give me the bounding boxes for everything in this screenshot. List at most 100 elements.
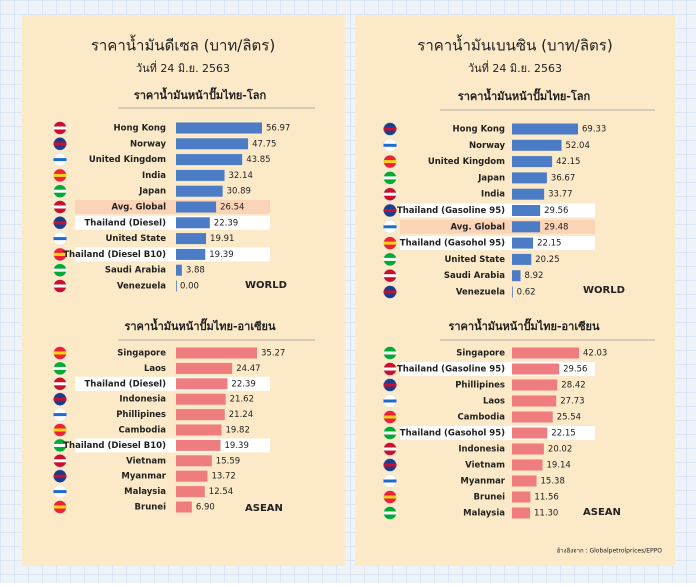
flag-band (53, 237, 67, 241)
category-label: Japan (138, 187, 166, 197)
value-label: 26.54 (220, 203, 244, 213)
category-label: Brunei (135, 503, 167, 513)
flag-band (383, 209, 397, 212)
category-label: Myanmar (460, 477, 505, 487)
row-highlight (75, 200, 270, 214)
value-label: 0.00 (180, 282, 199, 292)
bar (512, 411, 553, 423)
value-label: 32.14 (229, 171, 253, 181)
bar (176, 470, 208, 482)
bar (176, 122, 262, 134)
value-label: 20.02 (548, 445, 572, 455)
bar (176, 501, 192, 513)
value-label: 15.59 (216, 456, 240, 466)
category-label: Cambodia (458, 413, 506, 423)
category-label: Vietnam (465, 461, 505, 471)
bar (176, 169, 225, 181)
flag-band (53, 284, 67, 288)
flag-band (383, 143, 397, 147)
flag-band (383, 127, 397, 131)
bar (512, 270, 521, 282)
category-label: Thailand (Diesel B10) (63, 441, 166, 451)
bar (512, 237, 534, 249)
bar (512, 491, 531, 503)
flag-band (53, 268, 67, 272)
chart-title: ราคาน้ำมันหน้าปั๊มไทย-อาเซียน (124, 318, 276, 333)
category-label: Hong Kong (114, 124, 166, 134)
value-label: 11.56 (534, 493, 558, 503)
bar (512, 172, 547, 184)
category-label: India (142, 171, 166, 181)
flag-band (53, 142, 67, 146)
flag-band (383, 463, 397, 467)
category-label: Hong Kong (453, 125, 505, 135)
value-label: 12.54 (209, 487, 233, 497)
region-tag: ASEAN (583, 507, 621, 518)
bar (176, 248, 206, 260)
value-label: 25.54 (557, 413, 581, 423)
flag-band (383, 495, 397, 499)
chart-title: ราคาน้ำมันหน้าปั๊มไทย-โลก (134, 87, 267, 102)
flag-band (383, 241, 397, 245)
bar (512, 123, 578, 135)
flag-band (383, 431, 397, 435)
category-label: Singapore (456, 349, 505, 359)
chart-title: ราคาน้ำมันหน้าปั๊มไทย-อาเซียน (448, 318, 600, 333)
flag-band (53, 474, 67, 478)
bar (512, 443, 544, 455)
category-label: Indonesia (458, 445, 505, 455)
category-label: Thailand (Gasoline 95) (397, 365, 505, 375)
value-label: 29.56 (544, 206, 568, 216)
category-label: Malaysia (463, 509, 505, 519)
value-label: 13.72 (212, 472, 236, 482)
flag-band (383, 383, 397, 387)
flag-band (53, 221, 67, 225)
value-label: 19.91 (210, 234, 234, 244)
value-label: 3.88 (186, 266, 205, 276)
value-label: 0.62 (517, 288, 536, 298)
value-label: 19.39 (225, 441, 249, 451)
category-label: United Kingdom (89, 155, 166, 165)
flag-band (53, 351, 67, 355)
flag-band (53, 158, 67, 162)
category-label: Malaysia (124, 487, 166, 497)
flag-band (383, 257, 397, 261)
flag-band (383, 511, 397, 515)
value-label: 11.30 (534, 509, 558, 519)
bar (176, 378, 228, 390)
bar (512, 188, 545, 200)
value-label: 35.27 (261, 349, 285, 359)
value-label: 43.85 (246, 155, 270, 165)
bar (512, 379, 558, 391)
value-label: 56.97 (266, 124, 290, 134)
category-label: Japan (477, 173, 505, 183)
value-label: 21.24 (229, 410, 253, 420)
bar (512, 427, 548, 439)
value-label: 42.03 (583, 349, 607, 359)
category-label: Thailand (Diesel) (85, 379, 167, 389)
value-label: 22.39 (214, 218, 238, 228)
panel-title: ราคาน้ำมันเบนซิน (บาท/ลิตร) (417, 35, 612, 55)
row-highlight (75, 438, 270, 453)
bar (176, 233, 207, 245)
flag-band (53, 490, 67, 494)
flag-band (53, 428, 67, 432)
value-label: 24.47 (236, 364, 260, 374)
flag-band (383, 399, 397, 403)
flag-band (53, 382, 67, 386)
category-label: Avg. Global (450, 222, 505, 232)
category-label: Avg. Global (111, 203, 166, 213)
value-label: 19.39 (209, 250, 233, 260)
bar (512, 507, 531, 519)
flag-band (53, 443, 67, 447)
category-label: Laos (483, 397, 505, 407)
category-label: United State (445, 255, 506, 265)
flag-band (383, 479, 397, 483)
flag-band (53, 205, 67, 209)
flag-band (383, 415, 397, 419)
value-label: 33.77 (548, 190, 572, 200)
bar (176, 486, 205, 498)
bar (512, 347, 579, 359)
category-label: India (481, 190, 505, 200)
value-label: 27.73 (560, 397, 584, 407)
